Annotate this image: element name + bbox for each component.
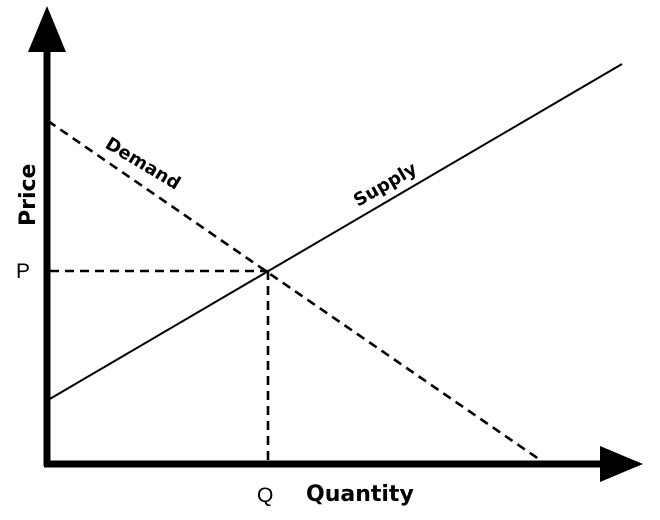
price-tick-label: P	[16, 260, 30, 283]
x-axis-arrowhead	[600, 446, 643, 482]
demand-label: Demand	[101, 133, 184, 194]
demand-curve	[47, 119, 547, 466]
y-axis-arrowhead	[28, 6, 66, 52]
supply-curve	[47, 63, 623, 401]
x-axis-title: Quantity	[306, 482, 414, 507]
quantity-tick-label: Q	[257, 484, 273, 507]
y-axis-title: Price	[16, 164, 41, 226]
